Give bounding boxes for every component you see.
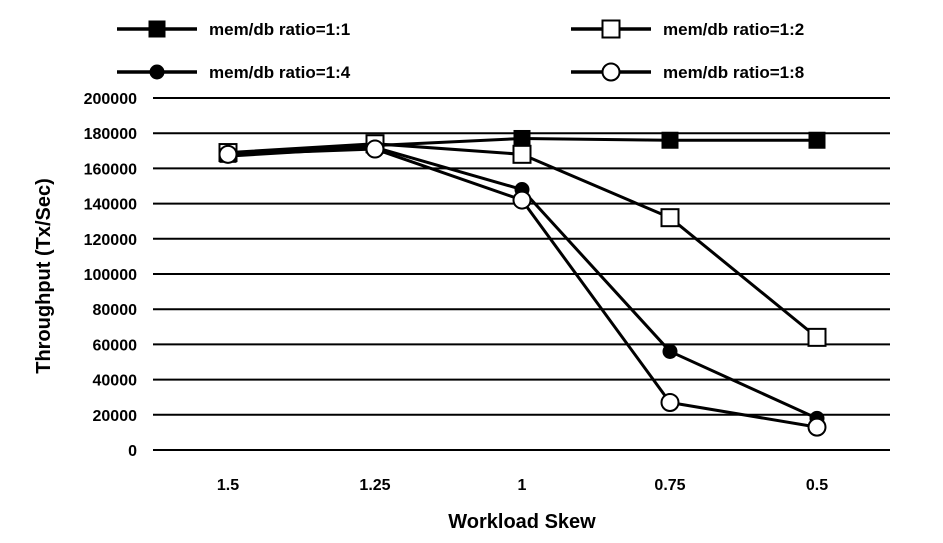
x-axis-ticks: 1.5 1.25 1 0.75 0.5 — [217, 477, 828, 494]
legend-marker — [601, 19, 621, 39]
y-tick-label: 20000 — [93, 408, 138, 425]
legend: mem/db ratio=1:1 mem/db ratio=1:2 mem/db r… — [117, 19, 804, 82]
data-point — [660, 208, 680, 228]
y-tick-label: 180000 — [84, 126, 137, 143]
legend-item: mem/db ratio=1:2 — [571, 19, 804, 39]
data-point — [512, 190, 532, 210]
y-tick-label: 120000 — [84, 232, 137, 249]
x-tick-label: 0.5 — [806, 477, 828, 494]
y-axis-ticks: 0 20000 40000 60000 80000 100000 120000 140000 1… — [84, 91, 137, 460]
x-tick-label: 1.25 — [359, 477, 390, 494]
y-tick-label: 0 — [128, 443, 137, 460]
legend-label: mem/db ratio=1:8 — [663, 63, 804, 82]
legend-marker — [149, 64, 165, 80]
y-tick-label: 80000 — [93, 302, 138, 319]
y-tick-label: 140000 — [84, 197, 137, 214]
legend-marker — [601, 62, 621, 82]
x-tick-label: 1 — [518, 477, 527, 494]
x-tick-label: 1.5 — [217, 477, 239, 494]
data-point — [661, 131, 679, 149]
y-tick-label: 160000 — [84, 161, 137, 178]
data-point — [512, 144, 532, 164]
y-axis-title: Throughput (Tx/Sec) — [33, 178, 55, 374]
series-4 — [218, 139, 827, 437]
y-tick-label: 100000 — [84, 267, 137, 284]
series-3 — [220, 139, 825, 426]
data-point — [662, 343, 678, 359]
data-point — [365, 139, 385, 159]
legend-label: mem/db ratio=1:2 — [663, 20, 804, 39]
gridlines — [153, 97, 890, 451]
data-point — [218, 144, 238, 164]
legend-label: mem/db ratio=1:1 — [209, 20, 350, 39]
legend-label: mem/db ratio=1:4 — [209, 63, 351, 82]
legend-item: mem/db ratio=1:1 — [117, 20, 350, 39]
data-point — [660, 392, 680, 412]
x-axis-title: Workload Skew — [448, 511, 596, 533]
legend-marker — [148, 20, 166, 38]
x-tick-label: 0.75 — [654, 477, 685, 494]
legend-item: mem/db ratio=1:4 — [117, 63, 351, 82]
y-tick-label: 40000 — [93, 373, 138, 390]
data-point — [513, 129, 531, 147]
data-point — [807, 417, 827, 437]
legend-item: mem/db ratio=1:8 — [571, 62, 804, 82]
y-tick-label: 200000 — [84, 91, 137, 108]
y-tick-label: 60000 — [93, 337, 138, 354]
data-point — [808, 131, 826, 149]
series-lines — [218, 129, 827, 437]
data-point — [807, 327, 827, 347]
series-2 — [218, 134, 827, 347]
